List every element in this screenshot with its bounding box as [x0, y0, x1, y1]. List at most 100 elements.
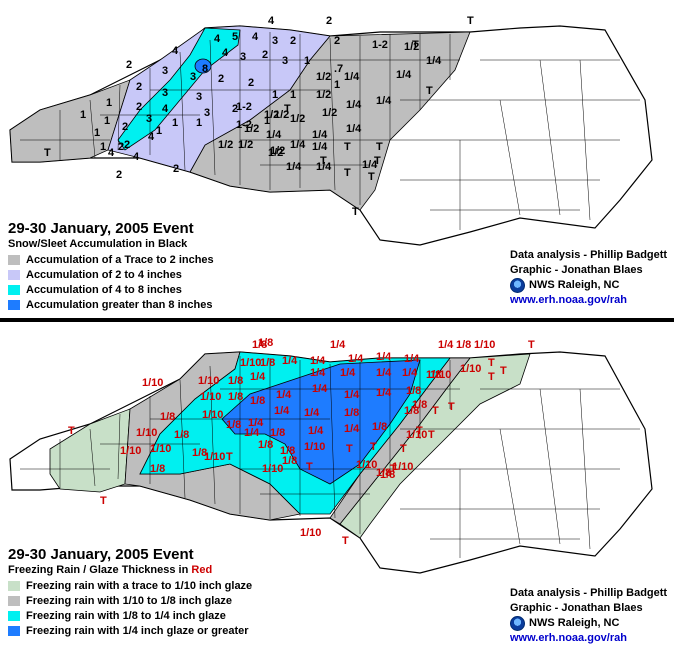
- legend-label: Accumulation of 4 to 8 inches: [26, 283, 182, 296]
- county-value: 2: [124, 139, 130, 151]
- county-value: 1/8: [150, 463, 165, 475]
- county-value: 1/2: [316, 71, 331, 83]
- contour-label: 1/8: [252, 339, 267, 351]
- legend-row: Freezing rain with 1/4 inch glaze or gre…: [8, 623, 252, 638]
- legend-row: Accumulation of 4 to 8 inches: [8, 282, 214, 297]
- county-value: 1/2: [404, 41, 419, 53]
- county-value: 1/8: [160, 411, 175, 423]
- legend-label: Accumulation of a Trace to 2 inches: [26, 253, 214, 266]
- county-value: 1/8: [412, 399, 427, 411]
- county-value: 4: [148, 131, 155, 143]
- county-value: 1: [94, 127, 100, 139]
- contour-label: T: [368, 171, 375, 183]
- freezing-rain-panel: 1/8 1/4 1/4 1/8 1/10 T 1/10 T T 1/10 T 1…: [0, 324, 674, 645]
- county-value: 1/2: [290, 113, 305, 125]
- county-value: 1/10: [392, 461, 413, 473]
- county-value: T: [416, 425, 423, 437]
- county-value: 1/8: [372, 421, 387, 433]
- county-value: 1/8: [258, 337, 273, 349]
- county-value: 2: [218, 73, 224, 85]
- county-value: .7: [334, 63, 343, 75]
- county-value: 2: [232, 103, 238, 115]
- county-value: 1: [100, 141, 106, 153]
- county-value: 1/2: [218, 139, 233, 151]
- county-value: 2: [136, 101, 142, 113]
- county-value: 3: [272, 35, 278, 47]
- county-value: 1/4: [290, 139, 306, 151]
- county-value: 1: [334, 79, 340, 91]
- county-value: 1/4: [376, 387, 392, 399]
- county-value: 1/10: [240, 357, 261, 369]
- county-value: 3: [162, 65, 168, 77]
- county-value: 4: [162, 103, 169, 115]
- county-value: 1/10: [150, 443, 171, 455]
- county-value: T: [284, 103, 291, 115]
- office-url[interactable]: www.erh.noaa.gov/rah: [510, 294, 627, 306]
- county-value: T: [488, 371, 495, 383]
- legend-swatch: [8, 595, 20, 606]
- county-value: 1/4: [346, 123, 362, 135]
- contour-label: 4: [268, 15, 275, 27]
- county-value: 1/4: [310, 355, 326, 367]
- county-value: 1: [156, 125, 162, 137]
- county-value: 1/8: [380, 469, 395, 481]
- county-value: T: [488, 357, 495, 369]
- contour-label: T: [342, 535, 349, 547]
- noaa-logo-icon: [510, 278, 525, 293]
- county-value: 1/8: [260, 357, 275, 369]
- county-value: 4: [252, 31, 259, 43]
- county-value: 1/4: [244, 427, 260, 439]
- county-value: 1: [304, 55, 310, 67]
- zone-trace-1-10-west: [49, 408, 131, 493]
- county-value: 1/4: [362, 159, 378, 171]
- county-value: 3: [204, 107, 210, 119]
- contour-label: 2: [116, 169, 122, 181]
- legend-label: Freezing rain with 1/10 to 1/8 inch glaz…: [26, 594, 232, 607]
- county-value: 1/4: [274, 405, 290, 417]
- county-value: 1/4: [248, 417, 264, 429]
- county-value: 1/8: [344, 407, 359, 419]
- nws-office: NWS Raleigh, NC: [529, 279, 620, 291]
- legend-row: Freezing rain with 1/10 to 1/8 inch glaz…: [8, 593, 252, 608]
- county-value: 2: [122, 121, 128, 133]
- county-value: 1: [196, 117, 202, 129]
- contour-label: 4: [133, 151, 140, 163]
- nws-office-row: NWS Raleigh, NC: [510, 278, 667, 293]
- freezing-rain-map: 1/8 1/4 1/4 1/8 1/10 T 1/10 T T 1/10 T 1…: [9, 337, 653, 574]
- legend-swatch: [8, 299, 20, 310]
- county-value: 1/8: [226, 419, 241, 431]
- panel-title: 29-30 January, 2005 Event: [8, 546, 194, 563]
- county-value: 1/8: [174, 429, 189, 441]
- county-value: 1-2: [236, 101, 252, 113]
- legend-label: Freezing rain with a trace to 1/10 inch …: [26, 579, 253, 592]
- county-value: 3: [282, 55, 288, 67]
- legend-swatch: [8, 580, 20, 591]
- county-value: T: [428, 429, 435, 441]
- county-value: 2: [334, 35, 340, 47]
- noaa-logo-icon: [510, 616, 525, 631]
- county-value: 1/4: [276, 389, 292, 401]
- county-value: 2: [290, 35, 296, 47]
- county-value: 1/2: [264, 109, 279, 121]
- office-url[interactable]: www.erh.noaa.gov/rah: [510, 632, 627, 644]
- county-value: 3: [190, 71, 196, 83]
- county-value: 1/4: [376, 351, 392, 363]
- contour-label: 1/4: [330, 339, 346, 351]
- county-lines: [20, 30, 640, 230]
- subtitle-red: Red: [191, 564, 213, 576]
- county-value: 1/8: [406, 385, 421, 397]
- contour-label: T: [100, 495, 107, 507]
- credits: Data analysis - Phillip Badgett Graphic …: [510, 586, 667, 646]
- credits: Data analysis - Phillip Badgett Graphic …: [510, 248, 667, 308]
- panel-title: 29-30 January, 2005 Event: [8, 220, 194, 237]
- county-value: 1/10: [136, 427, 157, 439]
- snow-sleet-map: 4 2 T 4 2 2 4 T 2 2 T 4 5 4 3 2 2 1-2 1/21/4483…: [9, 15, 653, 246]
- legend: Accumulation of a Trace to 2 inches Accu…: [8, 252, 214, 312]
- contour-label: 1/10: [142, 377, 163, 389]
- contour-label: T: [68, 425, 75, 437]
- county-value: 1/4: [344, 423, 360, 435]
- legend-label: Freezing rain with 1/4 inch glaze or gre…: [26, 624, 249, 637]
- legend-row: Freezing rain with a trace to 1/10 inch …: [8, 578, 252, 593]
- county-value: 1/4: [312, 383, 328, 395]
